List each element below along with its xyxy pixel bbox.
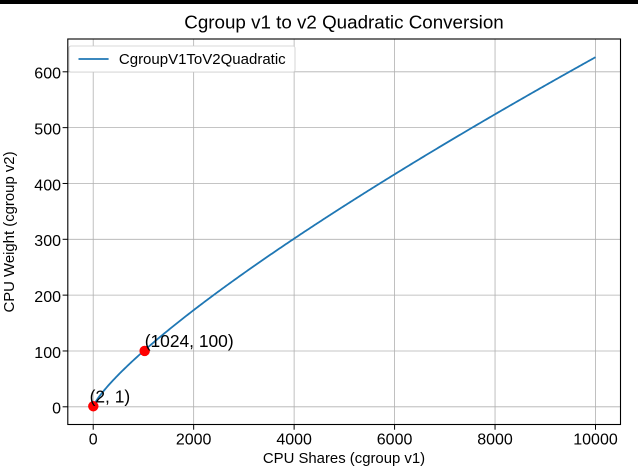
- svg-text:CPU Shares (cgroup v1): CPU Shares (cgroup v1): [263, 451, 425, 467]
- svg-text:CgroupV1ToV2Quadratic: CgroupV1ToV2Quadratic: [119, 51, 286, 68]
- svg-text:(1024, 100): (1024, 100): [145, 331, 234, 351]
- svg-text:6000: 6000: [377, 432, 413, 449]
- svg-text:100: 100: [34, 345, 61, 362]
- svg-text:300: 300: [34, 233, 61, 250]
- svg-text:2000: 2000: [176, 432, 212, 449]
- svg-text:500: 500: [34, 121, 61, 138]
- svg-text:400: 400: [34, 177, 61, 194]
- svg-text:10000: 10000: [573, 432, 618, 449]
- svg-text:4000: 4000: [276, 432, 312, 449]
- svg-text:(2, 1): (2, 1): [90, 387, 131, 407]
- svg-text:0: 0: [89, 432, 98, 449]
- svg-text:8000: 8000: [477, 432, 513, 449]
- svg-text:0: 0: [52, 401, 61, 418]
- svg-text:200: 200: [34, 289, 61, 306]
- svg-text:CPU Weight (cgroup v2): CPU Weight (cgroup v2): [2, 151, 18, 312]
- svg-text:Cgroup v1 to v2 Quadratic Conv: Cgroup v1 to v2 Quadratic Conversion: [184, 12, 503, 33]
- svg-text:600: 600: [34, 66, 61, 83]
